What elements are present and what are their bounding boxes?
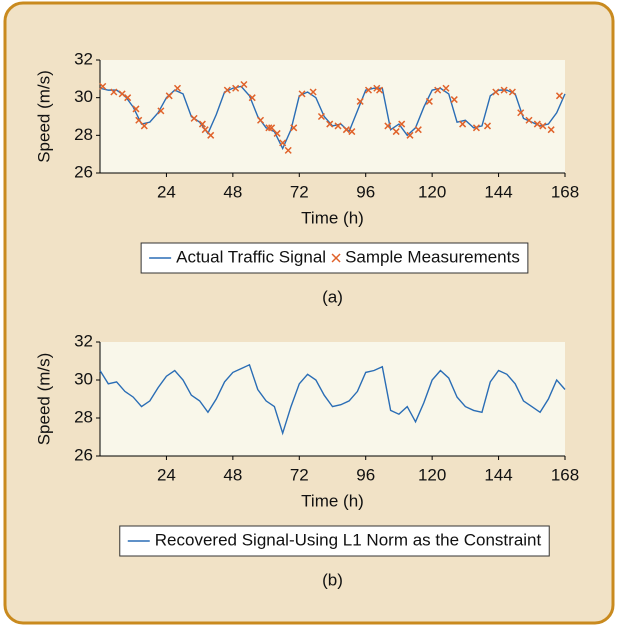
sample-marker (517, 109, 525, 117)
sample-marker (384, 122, 392, 130)
x-tick-label: 48 (223, 465, 242, 484)
sample-marker (284, 146, 292, 154)
legend-label: Recovered Signal-Using L1 Norm as the Co… (155, 530, 542, 549)
sample-marker (232, 84, 240, 92)
sample-marker (240, 80, 248, 89)
sample-marker (364, 86, 373, 94)
caption: (b) (322, 570, 343, 589)
y-tick-label: 28 (74, 125, 93, 144)
sample-marker (356, 97, 364, 105)
sample-marker (492, 88, 500, 96)
sample-marker (132, 105, 140, 113)
y-tick-label: 26 (74, 445, 93, 464)
y-axis-label: Speed (m/s) (34, 70, 53, 163)
x-tick-label: 24 (157, 182, 176, 201)
legend-label: Actual Traffic Signal (176, 247, 326, 266)
legend: Recovered Signal-Using L1 Norm as the Co… (119, 525, 550, 557)
legend-label: Sample Measurements (345, 247, 520, 266)
legend: Actual Traffic Signal Sample Measurements (140, 242, 529, 274)
sample-marker (157, 107, 165, 115)
sample-marker (398, 120, 406, 128)
sample-marker (425, 97, 433, 105)
x-tick-label: 72 (290, 465, 309, 484)
y-tick-label: 26 (74, 162, 93, 181)
sample-marker (279, 139, 287, 147)
x-tick-label: 96 (356, 182, 375, 201)
sample-marker (223, 86, 231, 94)
sample-marker (539, 122, 547, 130)
legend-symbol (331, 253, 341, 263)
sample-marker (450, 96, 458, 104)
sample-marker (124, 94, 132, 102)
plot-area (100, 60, 565, 173)
sample-marker (190, 114, 198, 122)
sample-marker (165, 92, 173, 100)
x-tick-label: 96 (356, 465, 375, 484)
sample-marker (348, 128, 356, 136)
sample-marker (533, 120, 541, 128)
legend-box (140, 242, 529, 274)
sample-marker (483, 122, 492, 130)
x-tick-label: 24 (157, 465, 176, 484)
sample-marker (248, 94, 256, 102)
x-tick-label: 144 (484, 465, 512, 484)
sample-marker (317, 112, 325, 121)
sample-marker (392, 128, 400, 136)
sample-marker (525, 116, 533, 124)
signal-line (99, 363, 566, 436)
sample-marker (173, 84, 182, 92)
sample-marker (135, 116, 143, 124)
sample-marker (326, 120, 334, 128)
sample-marker (198, 120, 206, 128)
sample-marker (290, 124, 298, 132)
y-axis-label: Speed (m/s) (34, 353, 53, 446)
y-tick-label: 32 (74, 49, 93, 68)
x-axis-label: Time (h) (301, 208, 364, 227)
sample-marker (406, 131, 414, 139)
sample-marker (414, 126, 422, 134)
y-tick-label: 30 (74, 369, 93, 388)
legend-box (119, 525, 550, 557)
sample-marker (376, 86, 384, 94)
sample-marker (201, 126, 209, 134)
sample-marker (459, 120, 467, 128)
x-tick-label: 72 (290, 182, 309, 201)
x-tick-label: 168 (551, 182, 579, 201)
x-tick-label: 48 (223, 182, 242, 201)
sample-marker (207, 131, 215, 139)
x-tick-label: 144 (484, 182, 512, 201)
x-tick-label: 168 (551, 465, 579, 484)
sample-marker (547, 126, 555, 134)
x-tick-label: 120 (418, 182, 446, 201)
sample-marker (110, 88, 118, 96)
y-tick-label: 32 (74, 331, 93, 350)
sample-marker (265, 124, 273, 132)
sample-marker (508, 88, 516, 96)
sample-marker (273, 129, 281, 137)
x-tick-label: 120 (418, 465, 446, 484)
caption: (a) (322, 287, 343, 306)
sample-marker (555, 92, 563, 100)
sample-marker (472, 124, 480, 132)
sample-marker (118, 90, 126, 98)
sample-marker (99, 82, 107, 90)
sample-marker (257, 116, 265, 124)
sample-marker (268, 124, 276, 132)
x-axis-label: Time (h) (301, 491, 364, 510)
sample-marker (434, 86, 442, 94)
sample-marker (500, 86, 508, 94)
plot-area (100, 342, 565, 456)
sample-marker (298, 90, 306, 98)
sample-marker (309, 88, 317, 96)
sample-marker (140, 122, 148, 130)
sample-marker (334, 122, 342, 130)
sample-marker (442, 84, 450, 92)
y-tick-label: 28 (74, 407, 93, 426)
sample-marker (342, 126, 350, 134)
y-tick-label: 30 (74, 87, 93, 106)
